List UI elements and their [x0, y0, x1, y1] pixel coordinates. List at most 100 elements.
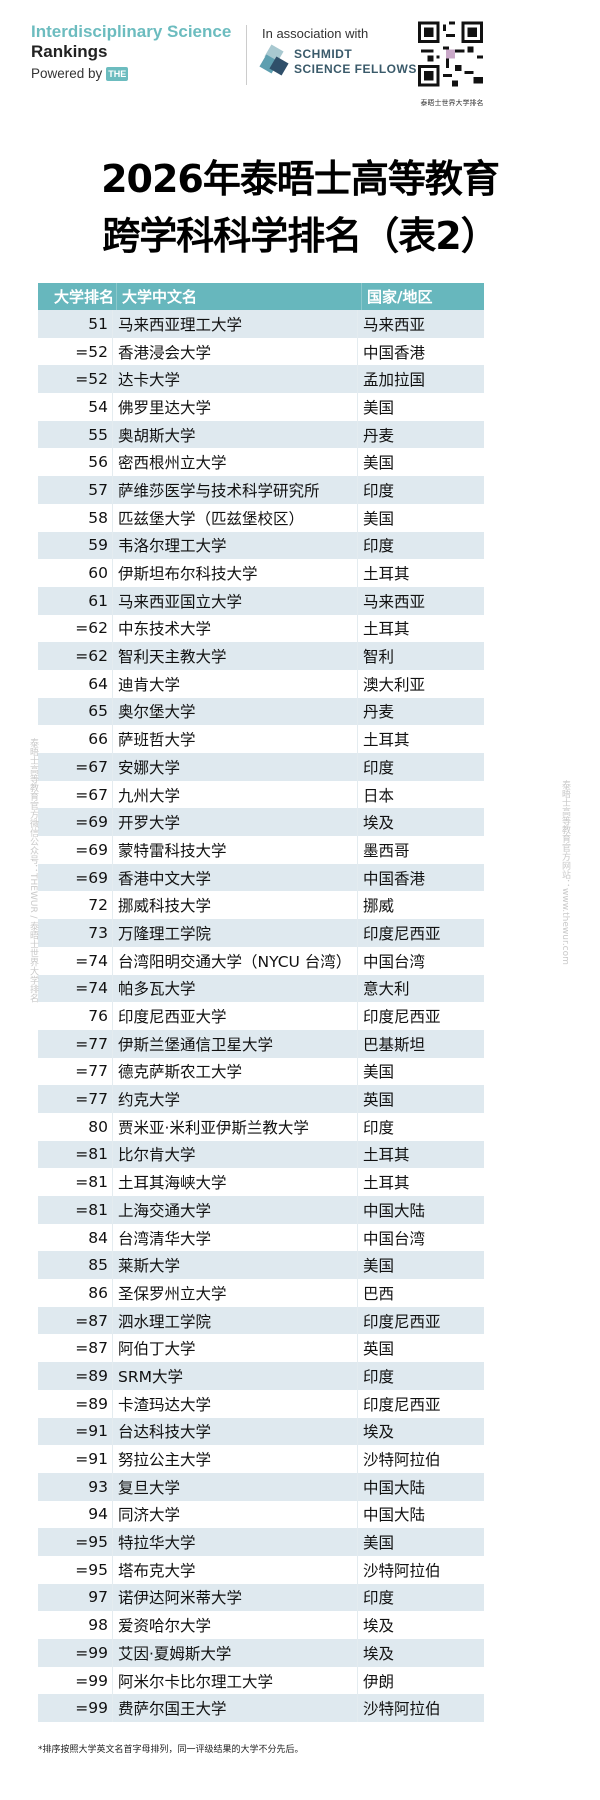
table-row: 80 贾米亚·米利亚伊斯兰教大学 印度	[38, 1112, 484, 1141]
rank-cell: 84	[88, 1228, 108, 1247]
country-cell: 英国	[357, 1085, 484, 1113]
table-row: 54 佛罗里达大学 美国	[38, 393, 484, 421]
partner-line2: SCIENCE FELLOWS	[294, 62, 417, 76]
rank-cell: =74	[75, 951, 108, 970]
rank-cell: 54	[88, 397, 108, 416]
table-row: 51 马来西亚理工大学 马来西亚	[38, 310, 484, 338]
rank-cell: =81	[75, 1200, 108, 1219]
table-row: 84 台湾清华大学 中国台湾	[38, 1223, 484, 1252]
university-name-cell: 伊斯坦布尔科技大学	[112, 559, 357, 587]
table-row: =77 伊斯兰堡通信卫星大学 巴基斯坦	[38, 1029, 484, 1058]
table-row: 59 韦洛尔理工大学 印度	[38, 531, 484, 560]
rank-cell: =74	[75, 979, 108, 998]
university-name-cell: 塔布克大学	[112, 1555, 357, 1584]
country-cell: 埃及	[357, 808, 484, 837]
university-name-cell: 圣保罗州立大学	[112, 1279, 357, 1307]
university-name-cell: 九州大学	[112, 780, 357, 809]
country-cell: 智利	[357, 642, 484, 670]
university-name-cell: 万隆理工学院	[112, 919, 357, 947]
table-row: =91 台达科技大学 埃及	[38, 1417, 484, 1446]
university-name-cell: 韦洛尔理工大学	[112, 531, 357, 560]
country-cell: 中国台湾	[357, 946, 484, 975]
university-name-cell: 努拉公主大学	[112, 1445, 357, 1473]
page-title-line1: 2026年泰晤士高等教育	[101, 157, 500, 201]
watermark-left: 泰晤士高等教育官方微信公众号：THEWUR / 泰晤士世界大学排名	[28, 738, 38, 1003]
brand-line2: Rankings	[31, 42, 108, 61]
table-row: 58 匹兹堡大学（匹兹堡校区） 美国	[38, 503, 484, 532]
university-name-cell: 莱斯大学	[112, 1251, 357, 1280]
country-cell: 印度	[357, 531, 484, 560]
rank-cell: =99	[75, 1671, 108, 1690]
university-name-cell: 达卡大学	[112, 365, 357, 394]
table-row: =81 上海交通大学 中国大陆	[38, 1196, 484, 1224]
country-cell: 巴基斯坦	[357, 1029, 484, 1058]
header-divider	[246, 25, 247, 85]
header-country: 国家/地区	[361, 283, 484, 310]
table-row: =62 智利天主教大学 智利	[38, 642, 484, 670]
university-name-cell: 安娜大学	[112, 753, 357, 781]
qr-caption: 泰晤士世界大学排名	[420, 99, 484, 107]
university-name-cell: 特拉华大学	[112, 1528, 357, 1556]
rank-cell: =91	[75, 1422, 108, 1441]
country-cell: 印度尼西亚	[357, 1002, 484, 1030]
rank-cell: =89	[75, 1394, 108, 1413]
rank-cell: =62	[75, 647, 108, 666]
rank-cell: 86	[88, 1283, 108, 1302]
country-cell: 巴西	[357, 1279, 484, 1307]
country-cell: 埃及	[357, 1639, 484, 1667]
university-name-cell: 复旦大学	[112, 1472, 357, 1501]
university-name-cell: 迪肯大学	[112, 669, 357, 698]
university-name-cell: 上海交通大学	[112, 1196, 357, 1224]
rank-cell: 56	[88, 453, 108, 472]
table-row: =99 阿米尔卡比尔理工大学 伊朗	[38, 1666, 484, 1695]
country-cell: 埃及	[357, 1611, 484, 1639]
rank-cell: =69	[75, 813, 108, 832]
table-row: 76 印度尼西亚大学 印度尼西亚	[38, 1002, 484, 1030]
country-cell: 马来西亚	[357, 310, 484, 338]
table-row: =67 安娜大学 印度	[38, 753, 484, 781]
rankings-table: 大学排名 大学中文名 国家/地区 51 马来西亚理工大学 马来西亚 =52 香港浸会大学…	[38, 283, 484, 1723]
table-row: =99 艾因·夏姆斯大学 埃及	[38, 1639, 484, 1667]
table-row: 85 莱斯大学 美国	[38, 1251, 484, 1280]
table-row: =99 费萨尔国王大学 沙特阿拉伯	[38, 1694, 484, 1723]
country-cell: 印度	[357, 1362, 484, 1390]
university-name-cell: 费萨尔国王大学	[112, 1694, 357, 1723]
rank-cell: 51	[88, 314, 108, 333]
table-row: =87 阿伯丁大学 英国	[38, 1334, 484, 1363]
table-row: =67 九州大学 日本	[38, 780, 484, 809]
table-row: 94 同济大学 中国大陆	[38, 1500, 484, 1529]
table-row: =91 努拉公主大学 沙特阿拉伯	[38, 1445, 484, 1473]
rank-cell: =77	[75, 1034, 108, 1053]
university-name-cell: 台达科技大学	[112, 1417, 357, 1446]
country-cell: 英国	[357, 1334, 484, 1363]
country-cell: 土耳其	[357, 725, 484, 753]
header-rank: 大学排名	[53, 288, 114, 306]
university-name-cell: 爱资哈尔大学	[112, 1611, 357, 1639]
university-name-cell: 同济大学	[112, 1500, 357, 1529]
schmidt-logo: SCHMIDT SCIENCE FELLOWS	[259, 44, 417, 77]
country-cell: 沙特阿拉伯	[357, 1445, 484, 1473]
rank-cell: =52	[75, 370, 108, 389]
rank-cell: 65	[88, 702, 108, 721]
powered-by: Powered by THE	[31, 66, 231, 81]
country-cell: 沙特阿拉伯	[357, 1694, 484, 1723]
rank-cell: =89	[75, 1366, 108, 1385]
partner-block: In association with SCHMIDT SCIENCE FELL…	[259, 26, 417, 77]
university-name-cell: 台湾阳明交通大学（NYCU 台湾）	[112, 946, 357, 975]
table-row: 72 挪威科技大学 挪威	[38, 891, 484, 920]
country-cell: 中国大陆	[357, 1196, 484, 1224]
table-row: =69 开罗大学 埃及	[38, 808, 484, 837]
country-cell: 土耳其	[357, 559, 484, 587]
association-text: In association with	[262, 26, 369, 41]
university-name-cell: 比尔肯大学	[112, 1140, 357, 1169]
country-cell: 印度尼西亚	[357, 1306, 484, 1335]
table-row: =81 土耳其海峡大学 土耳其	[38, 1168, 484, 1196]
rank-cell: 72	[88, 896, 108, 915]
university-name-cell: 佛罗里达大学	[112, 393, 357, 421]
country-cell: 土耳其	[357, 1140, 484, 1169]
university-name-cell: 阿伯丁大学	[112, 1334, 357, 1363]
country-cell: 美国	[357, 503, 484, 532]
footnote: *排序按照大学英文名首字母排列，同一评级结果的大学不分先后。	[38, 1745, 304, 1755]
rank-cell: 98	[88, 1616, 108, 1635]
country-cell: 美国	[357, 448, 484, 477]
